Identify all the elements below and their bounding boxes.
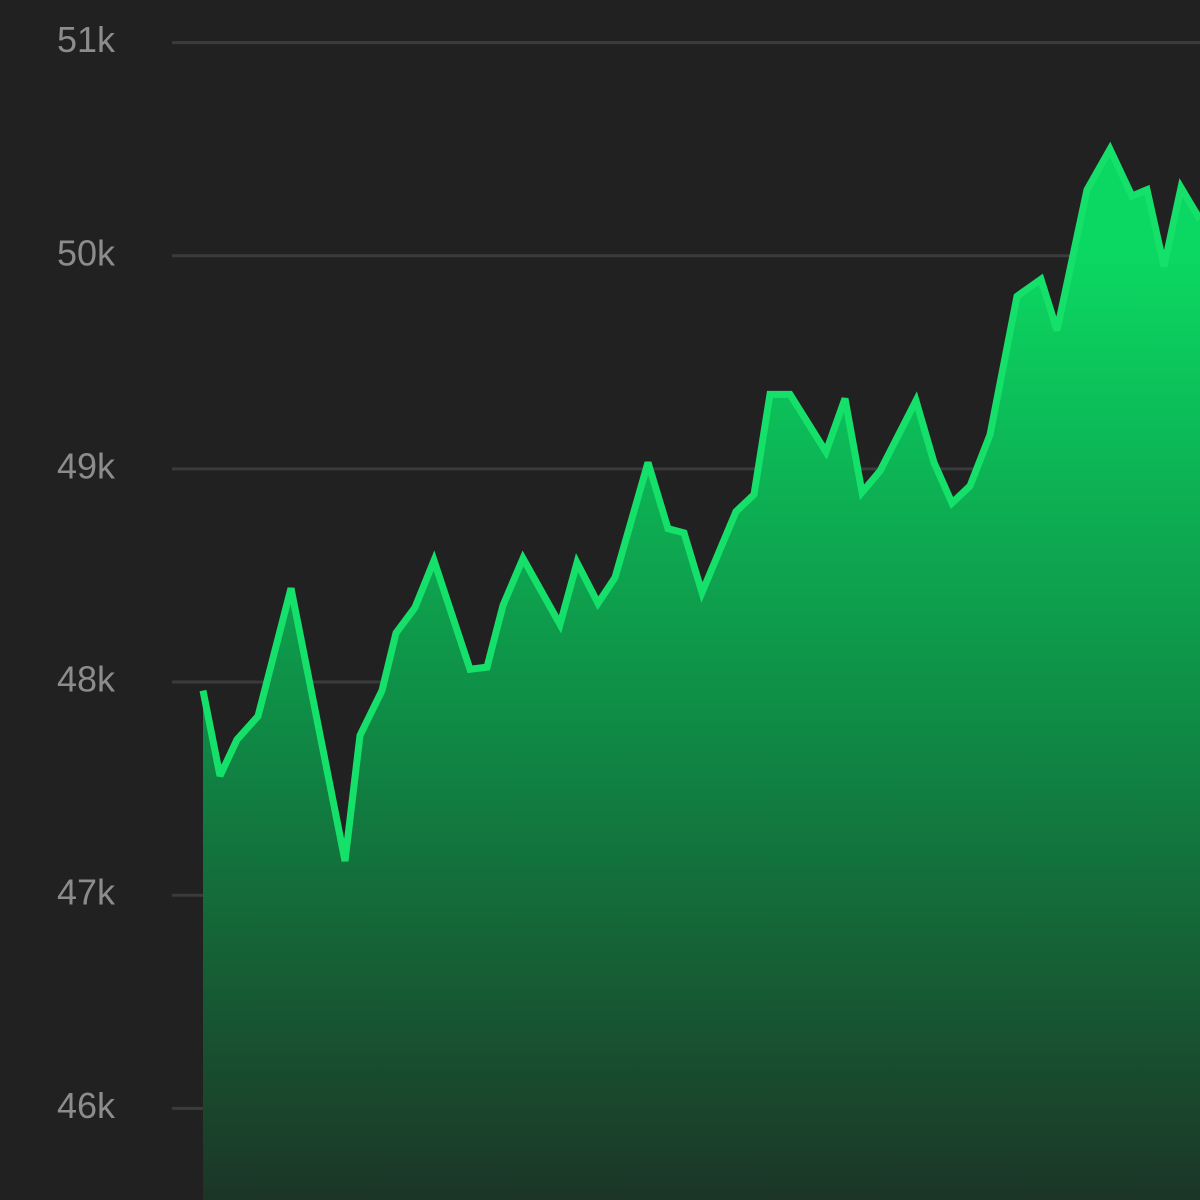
line	[199, 141, 1200, 862]
y-tick-label: 51k	[57, 19, 116, 60]
y-tick-label: 46k	[57, 1085, 116, 1126]
area	[203, 149, 1200, 1200]
y-tick-label: 48k	[57, 659, 116, 700]
y-tick-label: 50k	[57, 232, 116, 273]
y-tick-label: 47k	[57, 872, 116, 913]
y-tick-label: 49k	[57, 445, 116, 486]
